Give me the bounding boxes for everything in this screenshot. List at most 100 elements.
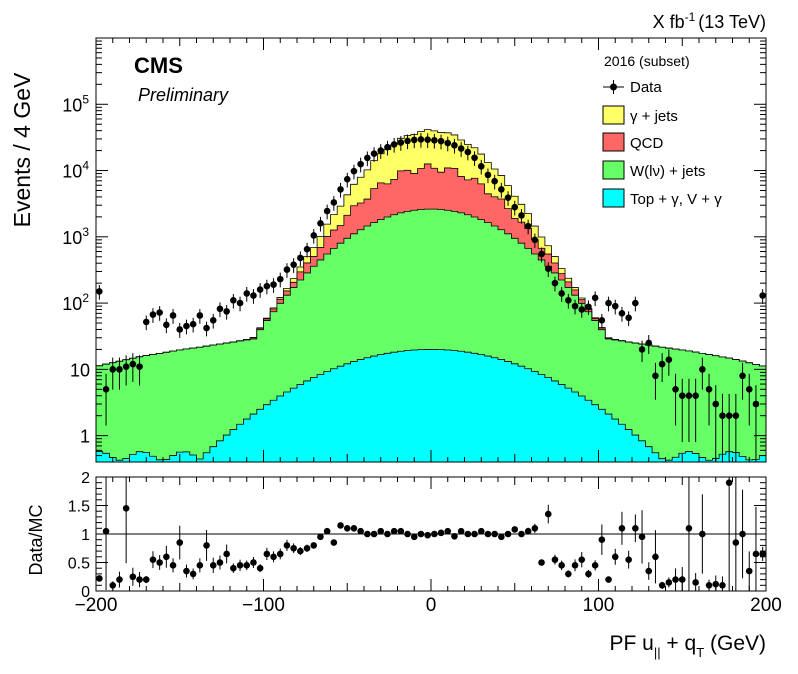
ratio-y-axis-label: Data/MC [26,504,46,575]
main-y-tick-exponent: 4 [82,159,89,173]
data-point [364,154,371,162]
main-y-tick-label: 103 [62,225,89,248]
ratio-point [343,525,351,532]
ratio-point [504,530,512,538]
ratio-point [531,525,539,532]
ratio-point [732,539,740,546]
data-point [216,305,224,313]
data-point [156,309,163,316]
ratio-point [102,527,110,535]
data-point [163,321,170,329]
ratio-point [370,530,378,538]
legend-entry-wjets: W(lν) + jets [602,160,705,180]
data-point [618,310,626,317]
ratio-point [236,562,244,569]
data-point [578,306,586,313]
data-point [357,160,364,168]
ratio-point [739,530,746,538]
ratio-point [263,550,271,558]
ratio-point [605,576,612,583]
preliminary-label: Preliminary [138,85,229,105]
ratio-point [645,567,653,575]
data-point [250,292,257,299]
main-y-tick-label: 10 [70,360,90,380]
data-point [625,314,632,322]
data-point [645,339,653,347]
x-tick-label: 200 [750,595,782,616]
ratio-point [276,550,284,558]
ratio-point [209,562,217,569]
data-point [176,326,184,333]
data-point [310,232,318,239]
data-point [471,154,478,162]
ratio-point [451,532,458,540]
data-point [518,212,525,219]
ratio-point [230,564,237,572]
ratio-point [444,527,452,535]
ratio-point [551,556,559,563]
ratio-y-tick-label: 1 [81,527,90,544]
ratio-point [350,525,358,532]
ratio-point [283,542,291,549]
ratio-point [464,530,472,538]
data-point [189,320,197,328]
data-point [477,162,485,170]
ratio-point [692,579,699,586]
data-point [705,386,713,393]
ratio-point [223,550,230,558]
x-label-sub: || [654,645,661,660]
ratio-point [611,553,619,561]
data-point [585,303,592,311]
data-point [243,290,251,297]
ratio-point [243,562,251,569]
main-y-tick-base: 1 [80,427,90,447]
ratio-point [484,530,492,538]
data-point [632,299,639,307]
data-point [183,322,190,330]
ratio-point [96,575,103,582]
ratio-point [116,576,123,583]
data-point [544,265,552,273]
data-point [759,292,766,299]
data-point [223,308,230,315]
ratio-point [585,570,592,578]
ratio-point [417,530,425,538]
ratio-point [678,576,686,583]
ratio-point [317,533,324,541]
ratio-point [578,556,586,563]
data-point [270,281,277,288]
ratio-panel: 0 0.5 1 1.5 2 −200 −100 0 100 200 Data/MC PF u||… [26,470,782,660]
data-point [638,346,646,353]
ratio-point [163,553,170,561]
data-point [611,302,619,310]
ratio-point [176,539,184,546]
legend-swatch-gamma-jets [602,105,625,125]
ratio-point [699,530,706,538]
data-point [678,392,686,400]
data-point [169,312,177,319]
data-point [323,207,331,215]
data-point [605,299,612,307]
ratio-point [632,525,639,532]
ratio-point [477,527,485,535]
data-point [565,297,572,304]
ratio-point [122,505,130,512]
data-point [444,139,452,147]
ratio-point [270,553,277,561]
data-point [317,219,324,227]
ratio-y-tick-label: 0 [81,584,90,601]
data-point [410,136,418,144]
ratio-point [310,542,318,549]
data-point [196,312,204,319]
data-point [122,363,130,370]
legend-label-gamma-jets: γ + jets [630,108,678,125]
legend-label-top-vgamma: Top + γ, V + γ [630,191,722,208]
data-point [658,360,666,368]
data-point [236,299,244,307]
data-point [719,412,726,419]
data-point [424,136,431,144]
ratio-point [437,529,445,537]
x-label-mid: + q [661,632,697,655]
